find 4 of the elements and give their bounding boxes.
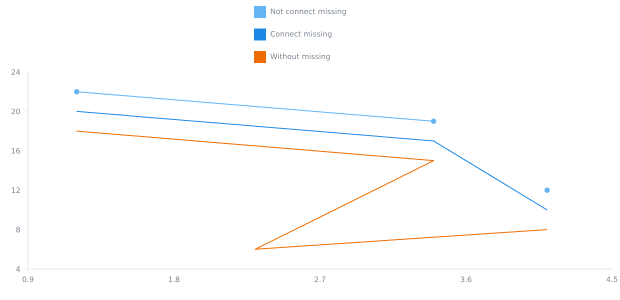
point: [430, 118, 436, 124]
line-series: [76, 130, 548, 250]
point: [544, 188, 550, 193]
point: [74, 89, 80, 94]
